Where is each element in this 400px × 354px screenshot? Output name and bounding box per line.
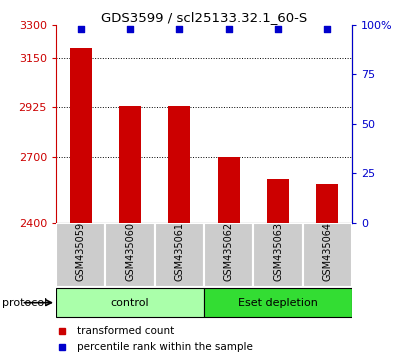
Bar: [70, 48, 92, 223]
Bar: [119, 106, 141, 223]
Text: GSM435063: GSM435063: [273, 222, 283, 281]
Bar: [204, 223, 253, 287]
Bar: [56, 223, 105, 287]
Text: Eset depletion: Eset depletion: [238, 298, 318, 308]
Text: protocol: protocol: [2, 298, 47, 308]
Bar: [155, 223, 204, 287]
Text: GSM435064: GSM435064: [322, 222, 332, 281]
Title: GDS3599 / scl25133.32.1_60-S: GDS3599 / scl25133.32.1_60-S: [101, 11, 307, 24]
Text: transformed count: transformed count: [77, 326, 174, 336]
Bar: [105, 223, 155, 287]
Bar: [218, 157, 240, 223]
Text: GSM435060: GSM435060: [125, 222, 135, 281]
Point: [275, 26, 281, 32]
Text: percentile rank within the sample: percentile rank within the sample: [77, 342, 252, 352]
Bar: [316, 184, 338, 223]
Point: [127, 26, 133, 32]
Bar: [267, 179, 289, 223]
Bar: [56, 288, 204, 317]
Text: GSM435061: GSM435061: [174, 222, 184, 281]
Text: control: control: [111, 298, 149, 308]
Bar: [253, 223, 303, 287]
Bar: [168, 106, 190, 223]
Bar: [204, 288, 352, 317]
Bar: [303, 223, 352, 287]
Point: [176, 26, 182, 32]
Text: GSM435059: GSM435059: [76, 222, 86, 281]
Text: GSM435062: GSM435062: [224, 222, 234, 281]
Point: [226, 26, 232, 32]
Point: [324, 26, 330, 32]
Point: [78, 26, 84, 32]
